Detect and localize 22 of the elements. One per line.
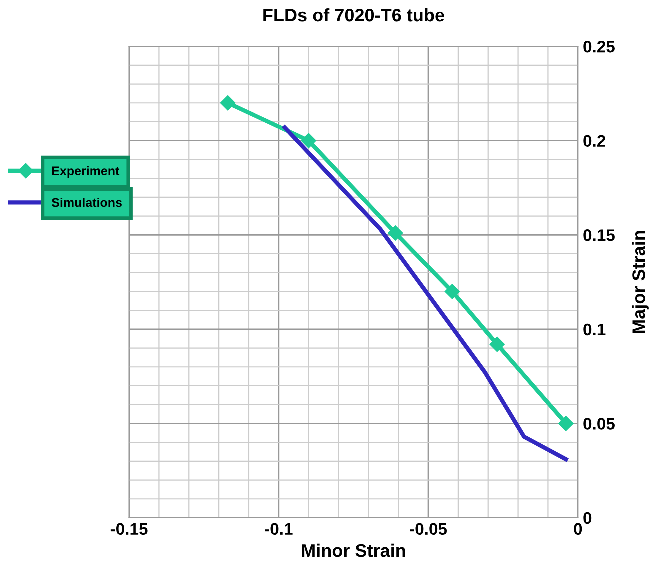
y-tick-label: 0.1 [584,324,606,336]
line-series [282,126,568,462]
x-tick-label: -0.1 [265,523,293,536]
x-axis-title: Minor Strain [302,544,406,558]
y-tick-label: 0.25 [584,40,615,53]
point [388,226,404,241]
point [444,284,460,300]
y-tick-label: 0.15 [584,230,615,242]
y-tick-label: 0.05 [584,418,615,430]
legend-label: Experiment [52,166,120,178]
x-tick-label: -0.05 [410,523,448,536]
point [490,336,505,352]
legend-label: Simulations [52,198,122,208]
x-tick-label: -0.15 [110,523,148,536]
y-axis-title: Major Strain [632,231,649,334]
y-tick-label: 0 [584,512,592,524]
point [220,96,236,111]
chart-title: FLDs of 7020-T6 tube [264,8,444,22]
y-tick-label: 0.2 [584,135,606,148]
point [558,416,574,432]
point [301,133,316,148]
x-tick-label: 0 [574,523,582,536]
